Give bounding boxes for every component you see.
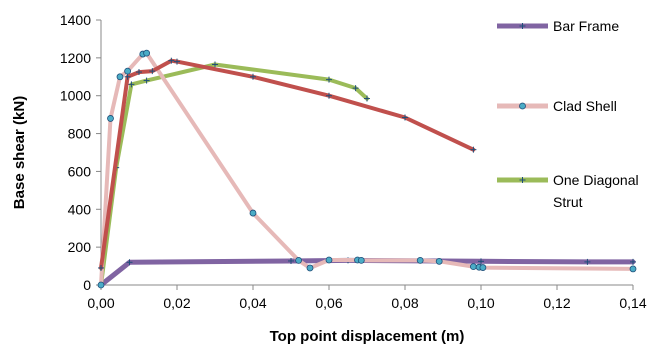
x-tick-label: 0,14 [619, 295, 646, 311]
data-point [249, 209, 257, 217]
data-point [124, 73, 131, 80]
data-point [149, 68, 156, 75]
data-point [435, 257, 443, 265]
data-point [174, 58, 180, 65]
legend-label: Bar Frame [553, 18, 619, 34]
x-tick-label: 0,02 [163, 295, 190, 311]
legend-item: One Diagonal Strut [497, 172, 639, 210]
data-point [128, 81, 135, 88]
data-point [469, 263, 477, 271]
data-point [470, 146, 477, 153]
data-point [97, 281, 105, 289]
data-point [288, 257, 294, 264]
data-point [250, 73, 256, 80]
y-tick-label: 1000 [60, 88, 91, 104]
data-point [98, 264, 104, 271]
data-point [325, 256, 333, 264]
x-axis-title: Top point displacement (m) [270, 328, 465, 345]
x-tick-label: 0,12 [543, 295, 570, 311]
data-point [479, 264, 487, 271]
x-tick-label: 0,04 [239, 295, 266, 311]
y-tick-label: 1200 [60, 50, 91, 66]
series-3 [98, 57, 477, 271]
data-point [326, 92, 332, 99]
series-line [99, 51, 635, 287]
x-tick-label: 0,00 [87, 295, 114, 311]
x-tick-label: 0,08 [391, 295, 418, 311]
data-point [168, 57, 175, 64]
x-tick-label: 0,06 [315, 295, 342, 311]
data-point [352, 85, 359, 92]
y-tick-label: 0 [83, 277, 91, 293]
plot-area [97, 49, 637, 289]
data-point [306, 264, 314, 272]
data-point [630, 258, 636, 265]
y-tick-label: 200 [68, 239, 92, 255]
y-tick-label: 600 [68, 163, 92, 179]
y-tick-label: 400 [68, 201, 92, 217]
y-axis-title: Base shear (kN) [11, 96, 28, 209]
data-point [402, 114, 408, 121]
data-point [212, 61, 218, 68]
data-point [584, 258, 591, 265]
y-tick-label: 800 [68, 126, 92, 142]
data-point [126, 259, 133, 266]
series-1 [97, 49, 637, 289]
legend-label: One Diagonal Strut [553, 172, 639, 210]
data-point [478, 258, 484, 265]
y-tick-label: 1400 [60, 12, 91, 28]
data-point [629, 265, 637, 273]
data-point [143, 49, 151, 57]
data-point [116, 73, 124, 81]
data-point [143, 77, 150, 84]
legend: Bar Frame Clad Shell One Diagonal Strut [497, 18, 639, 210]
legend-item: Clad Shell [497, 98, 617, 114]
legend-label: Clad Shell [553, 98, 617, 114]
data-point [107, 115, 114, 122]
data-point [295, 256, 303, 264]
axes [100, 20, 633, 286]
x-tick-labels: 0,00 0,02 0,04 0,06 0,08 0,10 0,12 0,14 [87, 285, 647, 311]
y-tick-labels: 0 200 400 600 800 1000 1200 1400 [60, 12, 101, 293]
series-line [99, 62, 369, 287]
data-point [124, 67, 131, 75]
data-point [357, 256, 365, 264]
x-tick-label: 0,10 [467, 295, 494, 311]
data-point [326, 76, 332, 83]
data-point [416, 256, 424, 264]
series-line [99, 58, 476, 270]
data-point [136, 69, 142, 76]
series-line [98, 257, 636, 288]
legend-marker [519, 102, 526, 110]
data-point [364, 95, 370, 102]
legend-item: Bar Frame [497, 18, 619, 34]
